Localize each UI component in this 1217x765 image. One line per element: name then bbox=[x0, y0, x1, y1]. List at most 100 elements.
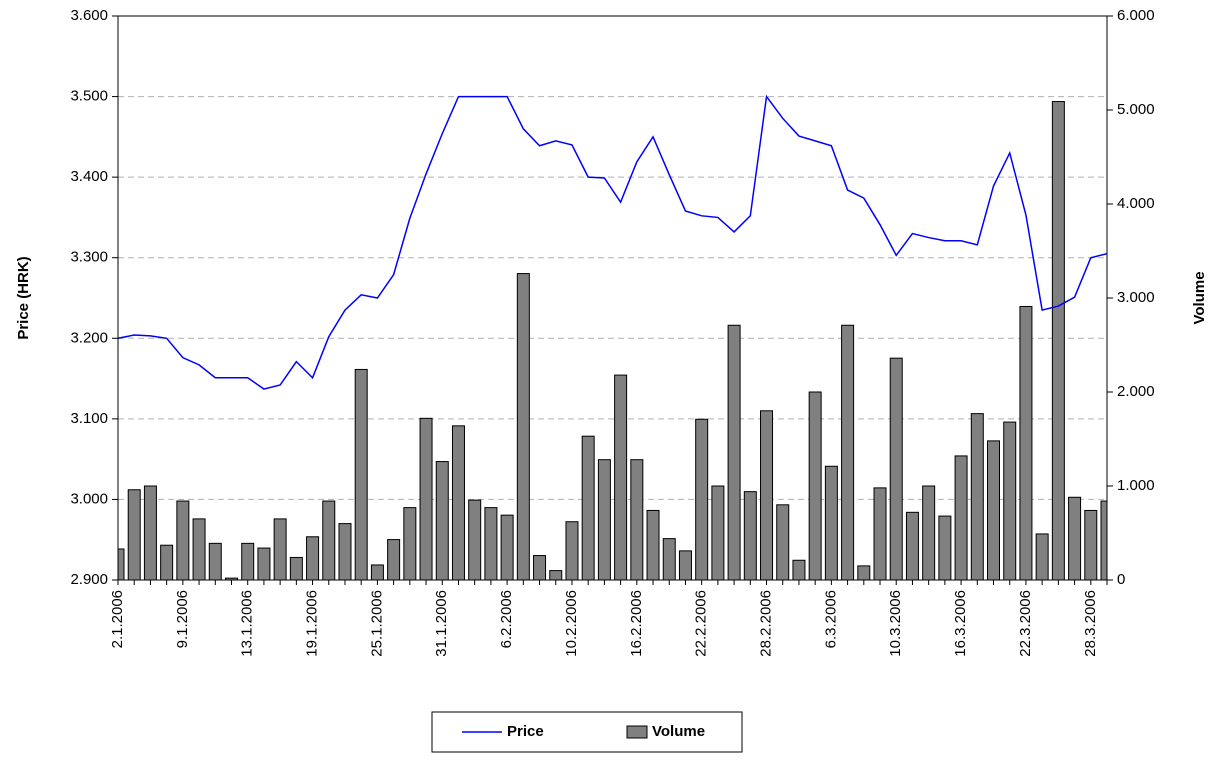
x-tick-label: 2.1.2006 bbox=[109, 590, 126, 648]
bar bbox=[289, 556, 303, 580]
bar bbox=[1100, 500, 1107, 580]
bar bbox=[370, 564, 384, 580]
bar bbox=[597, 459, 611, 580]
x-tick-label: 19.1.2006 bbox=[304, 590, 321, 657]
y-tick-label: 3.000 bbox=[70, 490, 108, 507]
bar bbox=[857, 565, 871, 580]
x-tick-label: 16.3.2006 bbox=[952, 590, 969, 657]
legend-label: Volume bbox=[652, 723, 705, 740]
bar bbox=[419, 417, 433, 580]
bar bbox=[954, 455, 968, 580]
bar bbox=[646, 509, 660, 580]
x-tick-label: 31.1.2006 bbox=[433, 590, 450, 657]
bar bbox=[533, 555, 547, 580]
bar bbox=[630, 459, 644, 580]
bar bbox=[1003, 421, 1017, 580]
y-tick-label: 3.500 bbox=[70, 88, 108, 105]
bar bbox=[208, 542, 222, 580]
plot-frame bbox=[117, 15, 1108, 581]
y-tick-label: 3.600 bbox=[70, 7, 108, 24]
bar bbox=[273, 518, 287, 580]
bar bbox=[873, 487, 887, 580]
x-tick-label: 13.1.2006 bbox=[239, 590, 256, 657]
bar bbox=[387, 539, 401, 580]
bar bbox=[614, 374, 628, 580]
bar bbox=[484, 507, 498, 580]
bar bbox=[922, 485, 936, 580]
bar bbox=[1019, 305, 1033, 580]
bar bbox=[1068, 496, 1082, 580]
legend-box bbox=[431, 711, 743, 753]
bar bbox=[760, 410, 774, 580]
x-tick-label: 10.3.2006 bbox=[887, 590, 904, 657]
bar bbox=[435, 461, 449, 580]
bar bbox=[403, 507, 417, 580]
bar bbox=[565, 521, 579, 580]
bar bbox=[549, 570, 563, 580]
legend-swatch bbox=[626, 725, 648, 739]
bar bbox=[581, 435, 595, 580]
x-tick-label: 28.3.2006 bbox=[1082, 590, 1099, 657]
bar bbox=[1035, 533, 1049, 580]
lines bbox=[117, 94, 1108, 390]
y-tick-label: 3.200 bbox=[70, 329, 108, 346]
price-line bbox=[117, 94, 1108, 390]
bar bbox=[808, 391, 822, 580]
y2-tick-label: 0 bbox=[1117, 571, 1125, 588]
axes: 2.900 3.000 3.100 3.200 3.300 3.400 3.500 3.600… bbox=[70, 7, 1154, 657]
bar bbox=[727, 324, 741, 580]
y-tick-label: 3.400 bbox=[70, 168, 108, 185]
x-tick-label: 25.1.2006 bbox=[368, 590, 385, 657]
x-tick-label: 6.2.2006 bbox=[498, 590, 515, 648]
bar bbox=[451, 425, 465, 580]
bar bbox=[841, 324, 855, 580]
y2-tick-label: 3.000 bbox=[1117, 289, 1155, 306]
bar bbox=[743, 491, 757, 580]
grid bbox=[118, 96, 1107, 500]
bar bbox=[500, 514, 514, 580]
bar bbox=[824, 465, 838, 580]
bar bbox=[257, 547, 271, 580]
bar bbox=[711, 485, 725, 580]
bar bbox=[695, 418, 709, 580]
bar bbox=[118, 548, 125, 580]
bar bbox=[322, 500, 336, 580]
y-axis-title: Price (HRK) bbox=[15, 256, 32, 339]
bar bbox=[354, 368, 368, 580]
bar bbox=[987, 440, 1001, 580]
bar bbox=[176, 500, 190, 580]
x-tick-label: 22.2.2006 bbox=[693, 590, 710, 657]
y2-axis-title: Volume bbox=[1191, 271, 1208, 324]
bar bbox=[127, 489, 141, 580]
legend: Price Volume bbox=[431, 711, 743, 753]
x-tick-label: 10.2.2006 bbox=[563, 590, 580, 657]
bar bbox=[192, 518, 206, 580]
x-tick-label: 9.1.2006 bbox=[174, 590, 191, 648]
bars bbox=[118, 101, 1107, 580]
y2-tick-label: 6.000 bbox=[1117, 7, 1155, 24]
bar bbox=[160, 544, 174, 580]
legend-label: Price bbox=[507, 723, 544, 740]
bar bbox=[306, 536, 320, 580]
bar bbox=[678, 550, 692, 580]
bar bbox=[241, 542, 255, 580]
x-tick-label: 22.3.2006 bbox=[1017, 590, 1034, 657]
y2-tick-label: 4.000 bbox=[1117, 195, 1155, 212]
bar bbox=[338, 523, 352, 580]
y2-tick-label: 5.000 bbox=[1117, 101, 1155, 118]
y-tick-label: 2.900 bbox=[70, 571, 108, 588]
x-tick-label: 6.3.2006 bbox=[822, 590, 839, 648]
bar bbox=[1084, 509, 1098, 580]
bar bbox=[905, 511, 919, 580]
bar bbox=[889, 357, 903, 580]
x-tick-label: 28.2.2006 bbox=[757, 590, 774, 657]
bar bbox=[970, 413, 984, 580]
bar bbox=[792, 559, 806, 580]
bar bbox=[662, 538, 676, 580]
bar bbox=[516, 273, 530, 580]
y2-tick-label: 1.000 bbox=[1117, 477, 1155, 494]
bar bbox=[938, 515, 952, 580]
bar bbox=[776, 504, 790, 580]
bar bbox=[468, 499, 482, 580]
